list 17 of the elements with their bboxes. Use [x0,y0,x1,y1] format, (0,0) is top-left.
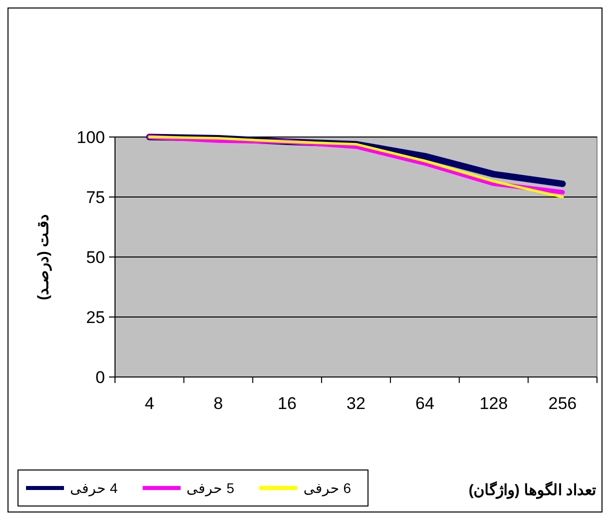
x-tick-label: 256 [548,394,577,413]
y-axis-title: دقـت (درصـد) [35,214,52,300]
legend-label: 5 حرفی [186,480,235,497]
legend-label: 6 حرفی [303,480,352,497]
x-tick-label: 16 [278,394,297,413]
x-tick-label: 64 [415,394,434,413]
x-tick-label: 128 [480,394,508,413]
y-tick-label: 75 [86,188,105,207]
y-tick-label: 25 [86,308,105,327]
x-axis-title: تعداد الگوها (واژگان) [468,481,596,499]
y-tick-label: 0 [96,368,105,387]
x-tick-label: 8 [214,394,224,413]
x-tick-label: 32 [346,394,366,413]
y-tick-label: 100 [76,128,105,147]
legend-label: 4 حرفی [70,480,118,497]
y-tick-label: 50 [86,248,105,267]
x-tick-label: 4 [144,394,154,413]
